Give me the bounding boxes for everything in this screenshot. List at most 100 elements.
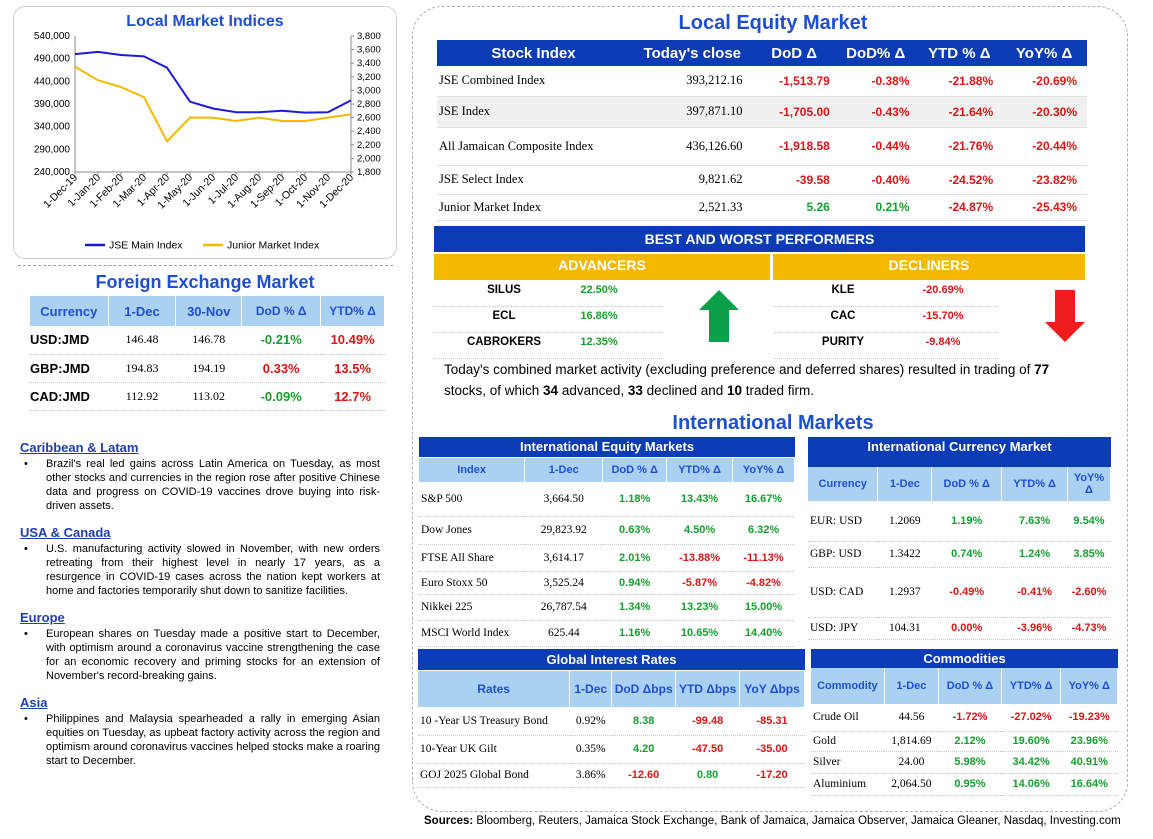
local-equity-row: JSE Index 397,871.10 -1,705.00 -0.43% -21.64…	[437, 96, 1087, 127]
intl-header-cell: Index	[419, 458, 526, 482]
fx-dod: -0.21%	[241, 326, 321, 355]
y-left-tick-label: 390,000	[34, 99, 71, 110]
fx-title: Foreign Exchange Market	[95, 272, 315, 292]
fx-ytd: 13.5%	[320, 354, 385, 383]
row-dod: 1.16%	[602, 620, 667, 647]
chart-title: Local Market Indices	[126, 13, 284, 30]
row-label: Silver	[811, 751, 885, 774]
row-dod: 8.38	[611, 707, 676, 736]
header-label: DoD % Δ	[943, 478, 990, 490]
news-heading: USA & Canada	[20, 525, 111, 540]
decliners-list: KLE -20.69% CAC -15.70% PURITY -9.84%	[773, 281, 998, 359]
header-label: 1-Dec	[889, 478, 920, 490]
intl-header-cell: YTD Δbps	[675, 671, 741, 707]
news-column: Caribbean & Latam • Brazil's real led gain…	[20, 440, 380, 768]
fx-header-cell: YTD% Δ	[320, 296, 385, 326]
header-label: YoY Δbps	[744, 682, 800, 696]
row-ytd: 1.24%	[1001, 541, 1068, 568]
header-label: Index	[457, 464, 487, 476]
local-equity-title: Local Equity Market	[678, 12, 868, 34]
index-name: Junior Market Index	[439, 199, 542, 214]
bullet-icon: •	[24, 628, 28, 640]
intl-header-cell: 1-Dec	[524, 458, 604, 482]
row-yoy: -19.23%	[1060, 704, 1118, 732]
intl-row: Dow Jones 29,823.92 0.63% 4.50% 6.32%	[419, 516, 795, 545]
commodities-title: Commodities	[811, 649, 1118, 668]
intl-row: 10-Year UK Gilt 0.35% 4.20 -47.50 -35.00	[418, 735, 805, 764]
row-label: MSCI World Index	[419, 620, 525, 647]
performer-change: 12.35%	[580, 336, 618, 348]
row-ytd: -99.48	[675, 707, 740, 736]
y-right-tick-label: 1,800	[357, 167, 381, 178]
index-dod-pct: -0.44%	[871, 139, 910, 153]
fx-currency: GBP:JMD	[30, 354, 109, 383]
intl-row: GOJ 2025 Global Bond 3.86% -12.60 0.80 -17.2…	[418, 763, 805, 788]
index-ytd: -21.64%	[948, 104, 994, 119]
intl-row: Euro Stoxx 50 3,525.24 0.94% -5.87% -4.82%	[419, 571, 795, 595]
intl-row: Aluminium 2,064.50 0.95% 14.06% 16.64%	[811, 773, 1118, 796]
commodities-table: Commodity 1-Dec DoD % Δ YTD% Δ YoY% Δ Crude …	[811, 668, 1118, 796]
row-ytd: -13.88%	[666, 544, 733, 572]
index-yoy: -23.82%	[1032, 172, 1077, 187]
index-dod: -1,918.58	[779, 139, 830, 153]
fx-header-cell: Currency	[30, 296, 109, 326]
row-label: FTSE All Share	[419, 544, 525, 572]
series-line-jse-main	[74, 50, 352, 114]
sources-line: Sources: Bloomberg, Reuters, Jamaica Sto…	[424, 815, 1121, 827]
y-left-tick-label: 490,000	[34, 54, 71, 65]
news-heading: Europe	[20, 610, 65, 625]
fx-currency: CAD:JMD	[30, 382, 109, 411]
rates-title: Global Interest Rates	[418, 649, 805, 670]
local-market-indices-chart: 540,000 490,000 440,000 390,000 340,000 290,0…	[34, 31, 381, 252]
fx-value: 146.78	[175, 326, 242, 355]
row-value: 3.86%	[569, 763, 612, 788]
row-yoy: 6.32%	[732, 516, 795, 545]
performer-row: CABROKERS 12.35%	[434, 333, 664, 359]
header-label: YoY% Δ	[742, 464, 785, 476]
header-label: YTD Δbps	[678, 682, 737, 696]
row-yoy: 14.40%	[732, 620, 795, 647]
header-label: Rates	[477, 682, 510, 696]
row-label: GOJ 2025 Global Bond	[418, 763, 570, 788]
header-label: DoD % Δ	[946, 680, 994, 692]
row-value: 1,814.69	[884, 731, 939, 752]
up-arrow-icon	[699, 290, 739, 342]
row-ytd: 0.80	[675, 763, 740, 788]
intl-header-cell: DoD % Δ	[931, 467, 1003, 501]
legend-label: JSE Main Index	[109, 240, 183, 252]
row-yoy: -11.13%	[732, 544, 795, 572]
y-left-tick-label: 290,000	[34, 144, 71, 155]
intl-equity-table: Index 1-Dec DoD % Δ YTD% Δ YoY% Δ S&P 500 3,6…	[419, 458, 795, 647]
fx-value: 113.02	[175, 382, 242, 411]
intl-row: EUR: USD 1.2069 1.19% 7.63% 9.54%	[808, 501, 1111, 542]
performer-change: 16.86%	[580, 310, 618, 322]
row-label: Dow Jones	[419, 516, 525, 545]
fx-value: 146.48	[108, 326, 176, 355]
y-right-tick-label: 3,000	[357, 85, 381, 96]
performer-name: KLE	[831, 284, 855, 296]
performer-change: -20.69%	[922, 284, 964, 296]
fx-row: GBP:JMD 194.83 194.19 0.33% 13.5%	[30, 354, 385, 383]
row-yoy: 16.67%	[732, 482, 795, 517]
local-equity-row: JSE Combined Index 393,212.16 -1,513.79 -0.…	[437, 66, 1087, 96]
local-equity-header-cell: YTD % Δ	[928, 44, 991, 62]
advancers-list: SILUS 22.50% ECL 16.86% CABROKERS 12.35%	[434, 281, 664, 359]
row-ytd: -5.87%	[666, 571, 733, 595]
index-dod: 5.26	[806, 200, 830, 214]
intl-row: MSCI World Index 625.44 1.16% 10.65% 14.40%	[419, 620, 795, 647]
y-left-tick-label: 440,000	[34, 76, 71, 87]
row-yoy: 9.54%	[1067, 501, 1111, 542]
header-label: 1-Dec	[896, 680, 927, 692]
intl-header-cell: 1-Dec	[884, 668, 940, 704]
row-dod: 1.18%	[602, 482, 667, 517]
row-dod: 0.74%	[931, 541, 1002, 568]
row-dod: 1.34%	[602, 594, 667, 621]
intl-header-cell: Currency	[808, 467, 879, 501]
header-label: Currency	[818, 478, 867, 490]
intl-currency-title: International Currency Market	[808, 437, 1111, 467]
index-name: JSE Index	[439, 104, 491, 118]
row-yoy: 16.64%	[1060, 773, 1118, 796]
fx-row: CAD:JMD 112.92 113.02 -0.09% 12.7%	[30, 382, 385, 411]
row-dod: 1.19%	[931, 501, 1002, 542]
row-dod: -1.72%	[938, 704, 1002, 732]
